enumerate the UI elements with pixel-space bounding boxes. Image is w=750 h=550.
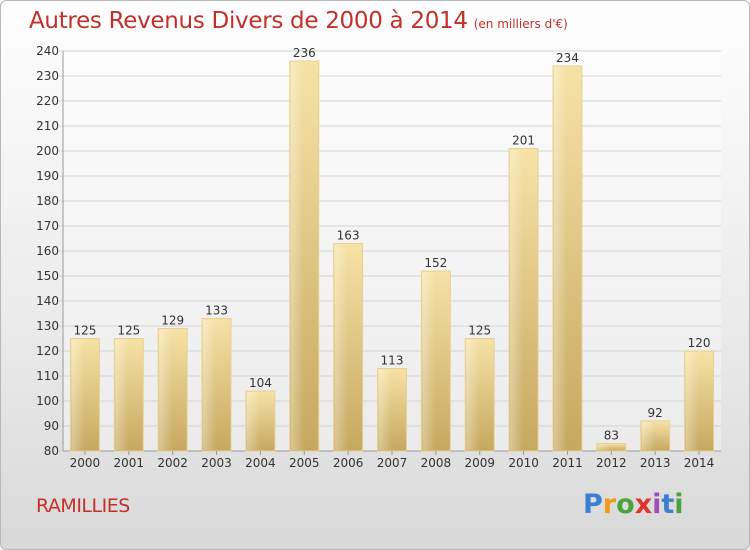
data-label: 125: [468, 324, 491, 338]
x-tick-label: 2006: [333, 456, 364, 470]
y-tick-label: 190: [36, 169, 59, 183]
logo-letter: o: [616, 489, 635, 520]
data-label: 104: [249, 376, 272, 390]
bar-highlight: [597, 444, 611, 450]
logo-letter: r: [602, 489, 617, 520]
bar-highlight: [466, 339, 480, 450]
logo-letter: x: [634, 489, 653, 520]
data-label: 125: [117, 324, 140, 338]
x-tick-label: 2005: [289, 456, 320, 470]
bar-highlight: [553, 67, 568, 450]
y-tick-label: 120: [36, 344, 59, 358]
y-tick-label: 100: [36, 394, 59, 408]
y-tick-label: 170: [36, 219, 59, 233]
x-tick-label: 2007: [377, 456, 408, 470]
data-label: 163: [337, 229, 360, 243]
data-label: 83: [604, 429, 619, 443]
bar-highlight: [378, 369, 392, 450]
bar-highlight: [115, 339, 129, 450]
data-label: 129: [161, 314, 184, 328]
y-tick-label: 180: [36, 194, 59, 208]
data-label: 234: [556, 51, 579, 65]
y-tick-label: 80: [44, 444, 59, 458]
x-tick-label: 2014: [684, 456, 715, 470]
y-tick-label: 150: [36, 269, 59, 283]
data-label: 201: [512, 134, 535, 148]
y-tick-label: 160: [36, 244, 59, 258]
x-tick-label: 2002: [157, 456, 188, 470]
data-label: 125: [73, 324, 96, 338]
bar-highlight: [641, 422, 655, 450]
x-tick-label: 2009: [464, 456, 495, 470]
x-tick-label: 2003: [201, 456, 232, 470]
bar-highlight: [203, 319, 217, 450]
bar-highlight: [246, 392, 260, 450]
x-tick-label: 2010: [508, 456, 539, 470]
proxiti-logo: Proxiti: [583, 489, 684, 520]
logo-letter: P: [583, 489, 603, 520]
data-label: 133: [205, 304, 228, 318]
data-label: 120: [688, 336, 711, 350]
y-tick-label: 210: [36, 119, 59, 133]
x-tick-label: 2012: [596, 456, 627, 470]
bar-highlight: [290, 62, 304, 450]
x-tick-label: 2008: [421, 456, 452, 470]
y-tick-label: 140: [36, 294, 59, 308]
bar-highlight: [685, 352, 699, 450]
x-tick-label: 2004: [245, 456, 276, 470]
bar-highlight: [159, 329, 173, 450]
logo-letter: t: [661, 489, 675, 520]
chart-title: Autres Revenus Divers de 2000 à 2014 (en …: [29, 8, 568, 34]
data-label: 236: [293, 46, 316, 60]
bar-highlight: [510, 149, 524, 450]
x-tick-label: 2013: [640, 456, 671, 470]
bar-highlight: [71, 339, 85, 450]
x-tick-label: 2000: [70, 456, 101, 470]
logo-letter: i: [674, 489, 684, 520]
x-tick-label: 2001: [114, 456, 145, 470]
bar-highlight: [334, 244, 348, 450]
y-tick-label: 90: [44, 419, 59, 433]
x-tick-label: 2011: [552, 456, 583, 470]
chart-subtitle: (en milliers d'€): [473, 17, 568, 31]
y-tick-label: 240: [36, 44, 59, 58]
logo-letter: i: [652, 489, 662, 520]
data-label: 92: [648, 406, 663, 420]
y-tick-label: 130: [36, 319, 59, 333]
y-tick-label: 220: [36, 94, 59, 108]
data-label: 113: [381, 354, 404, 368]
data-label: 152: [424, 256, 447, 270]
bar-highlight: [422, 272, 436, 450]
y-tick-label: 110: [36, 369, 59, 383]
y-tick-label: 200: [36, 144, 59, 158]
chart-title-text: Autres Revenus Divers de 2000 à 2014: [29, 8, 468, 34]
place-name: RAMILLIES: [36, 495, 130, 517]
y-tick-label: 230: [36, 69, 59, 83]
